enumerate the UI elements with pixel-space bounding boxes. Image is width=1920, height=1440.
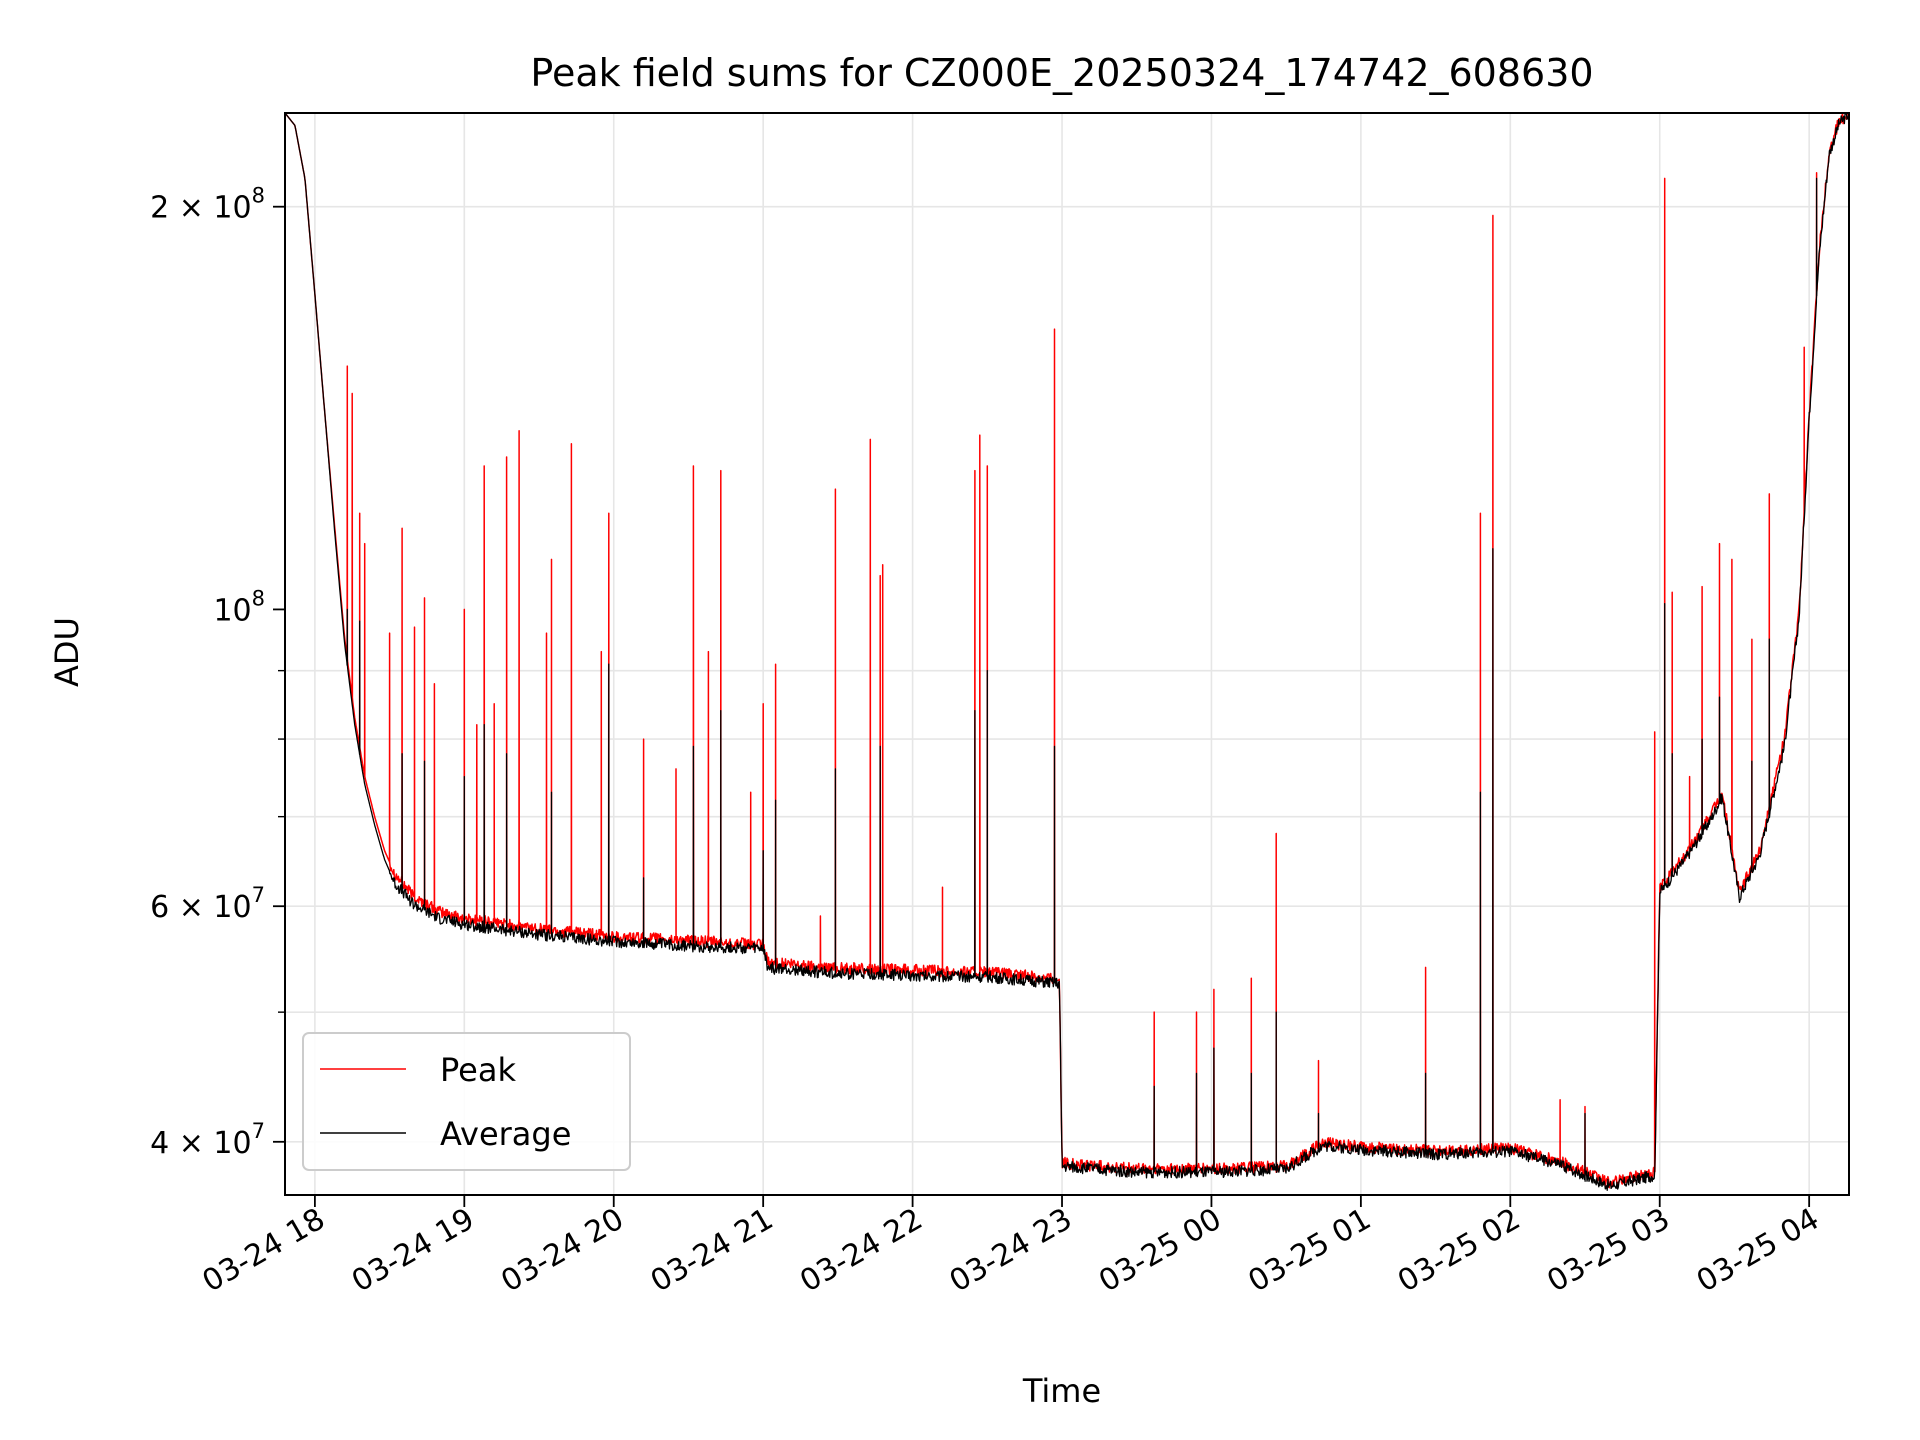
legend-label-average: Average — [440, 1115, 571, 1153]
chart-title: Peak field sums for CZ000E_20250324_1747… — [530, 51, 1593, 95]
legend: Peak Average — [302, 1032, 631, 1171]
y-tick-label: 4 × 107 — [150, 1119, 265, 1161]
y-tick-label: 6 × 107 — [150, 883, 265, 925]
y-tick-label: 2 × 108 — [150, 184, 265, 226]
y-tick-exponent: 7 — [252, 883, 265, 907]
y-tick-base: 2 × 10 — [150, 191, 251, 226]
y-tick-exponent: 8 — [252, 184, 265, 208]
x-axis-label: Time — [1022, 1372, 1101, 1410]
series-line-average — [284, 112, 1850, 1191]
plot-frame — [284, 112, 1850, 1196]
series-layer — [284, 112, 1850, 1191]
y-tick-label: 108 — [213, 586, 265, 628]
y-tick-base: 10 — [213, 593, 251, 628]
y-tick-exponent: 8 — [252, 586, 265, 610]
legend-frame — [302, 1032, 631, 1171]
y-tick-base: 4 × 10 — [150, 1126, 251, 1161]
legend-label-peak: Peak — [440, 1051, 516, 1089]
grid — [285, 113, 1849, 1195]
y-axis-label: ADU — [48, 617, 86, 687]
y-tick-exponent: 7 — [252, 1119, 265, 1143]
y-tick-base: 6 × 10 — [150, 890, 251, 925]
